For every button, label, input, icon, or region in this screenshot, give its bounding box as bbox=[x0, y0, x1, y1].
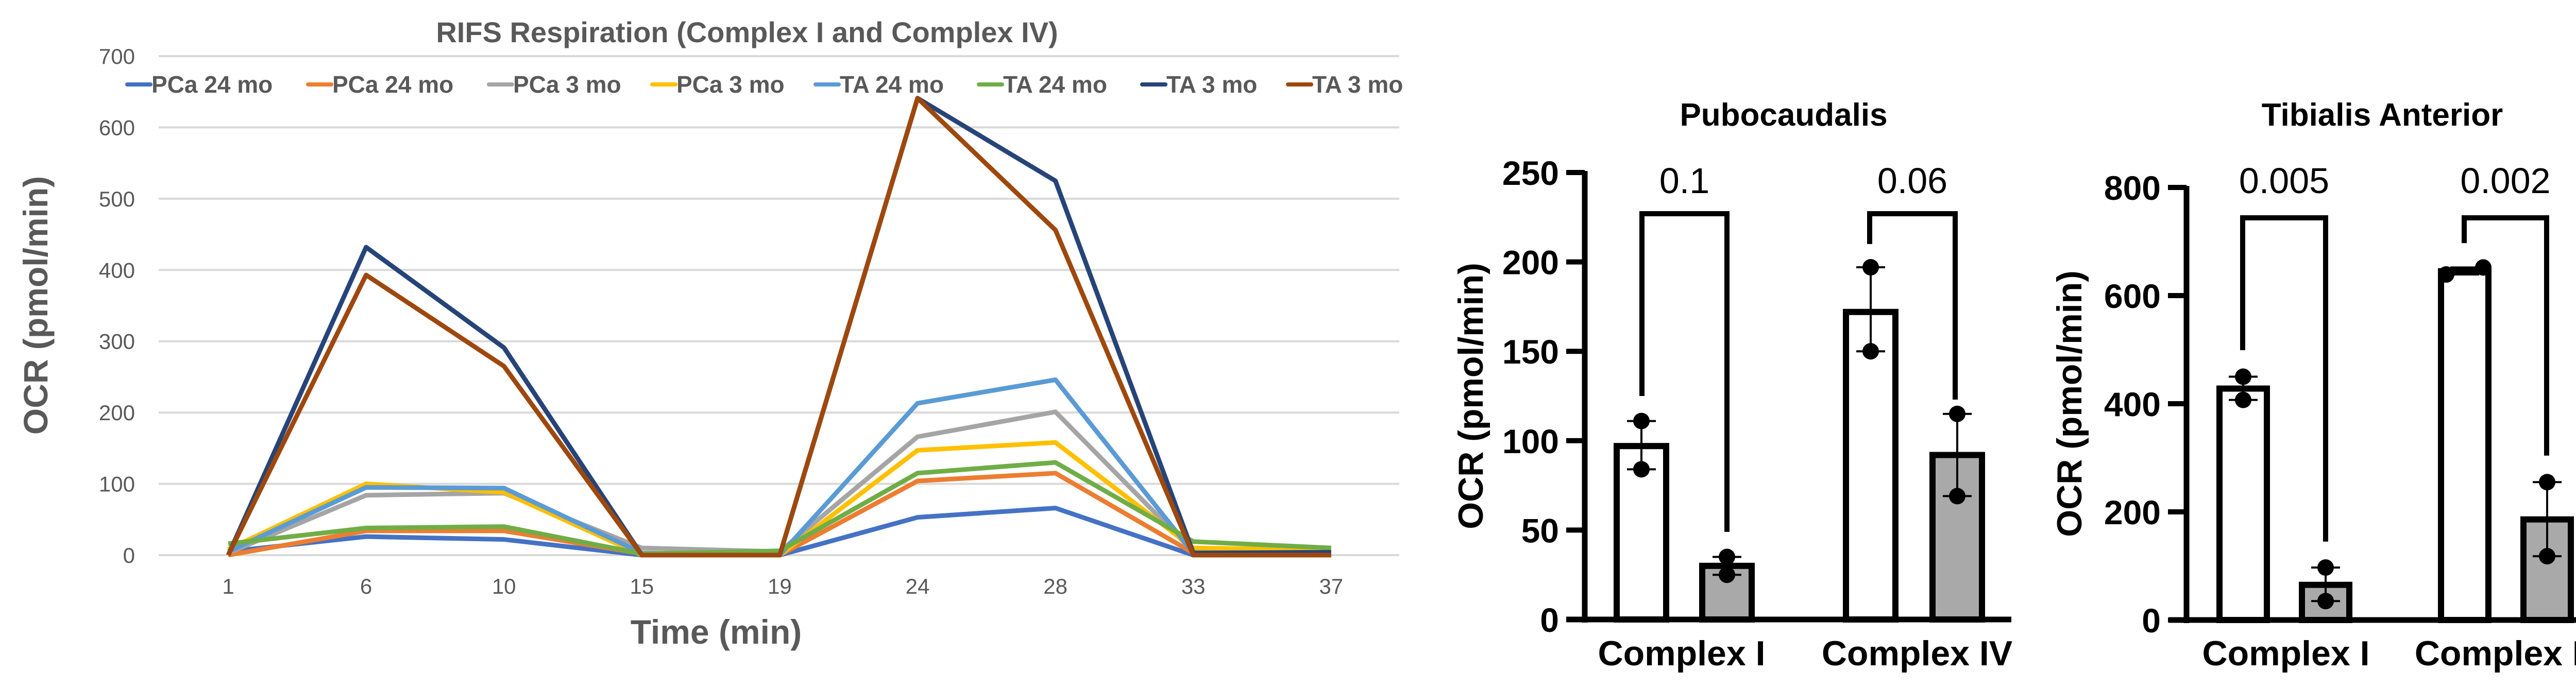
y-tick-label: 50 bbox=[1521, 511, 1559, 549]
legend-label: TA 24 mo bbox=[1003, 71, 1107, 98]
legend-label: TA 24 mo bbox=[840, 71, 944, 98]
data-point bbox=[2235, 368, 2251, 385]
category-label: Complex I bbox=[2202, 634, 2370, 673]
data-point bbox=[2235, 391, 2251, 408]
significance-bracket bbox=[2462, 215, 2549, 456]
legend-label: PCa 24 mo bbox=[332, 71, 453, 98]
y-tick-label: 400 bbox=[2104, 385, 2161, 423]
data-point bbox=[1949, 488, 1965, 505]
x-tick-label: 24 bbox=[906, 574, 930, 598]
y-tick-label: 200 bbox=[2104, 493, 2161, 531]
significance-bracket bbox=[2240, 215, 2328, 542]
legend-label: TA 3 mo bbox=[1312, 71, 1403, 98]
x-tick-label: 19 bbox=[768, 574, 792, 598]
x-tick-label: 10 bbox=[492, 574, 516, 598]
bar-young bbox=[2216, 385, 2270, 623]
legend-label: PCa 3 mo bbox=[513, 71, 621, 98]
category-label: Complex I bbox=[1598, 634, 1766, 673]
y-tick-label: 100 bbox=[99, 472, 135, 496]
line-chart-x-ticks: 1 6 10 15 19 24 28 33 37 bbox=[222, 574, 1343, 598]
x-tick-label: 33 bbox=[1181, 574, 1206, 598]
y-tick-label: 400 bbox=[99, 258, 135, 282]
x-tick-label: 15 bbox=[630, 574, 654, 598]
y-tick-label: 0 bbox=[2142, 601, 2161, 640]
p-value-label: 0.002 bbox=[2460, 161, 2550, 201]
bar-young bbox=[2438, 268, 2492, 623]
data-point bbox=[1719, 548, 1735, 565]
x-tick-label: 28 bbox=[1043, 574, 1067, 598]
y-tick-label: 150 bbox=[1502, 333, 1559, 371]
legend-label: TA 3 mo bbox=[1166, 71, 1257, 98]
significance-bracket bbox=[1639, 211, 1730, 532]
tibialis-anterior-plot: 0 200 400 600 800 Complex I 0.005 Complex IV 0.0… bbox=[2104, 161, 2576, 673]
line-chart-y-axis-label: OCR (pmol/min) bbox=[16, 176, 55, 435]
data-point bbox=[1862, 343, 1879, 360]
data-point bbox=[1719, 566, 1735, 583]
data-point bbox=[2438, 266, 2454, 283]
line-chart-gridlines bbox=[159, 55, 1399, 556]
y-tick-label: 600 bbox=[99, 115, 135, 140]
y-tick-label: 800 bbox=[2104, 169, 2161, 207]
x-tick-label: 1 bbox=[222, 574, 234, 598]
data-point bbox=[2317, 559, 2334, 576]
y-tick-label: 0 bbox=[123, 543, 135, 567]
tibialis-anterior-chart: Tibialis Anterior OCR (pmol/min) 0 200 400… bbox=[2050, 97, 2576, 673]
significance-bracket bbox=[1867, 211, 1958, 400]
category-label: Complex IV bbox=[1822, 634, 2012, 673]
pubocaudalis-plot: 0 50 100 150 200 250 Complex I 0.1 Complex IV 0.0… bbox=[1502, 154, 2012, 673]
y-tick-label: 300 bbox=[99, 330, 135, 354]
data-point bbox=[2317, 593, 2334, 610]
bar-young bbox=[1843, 308, 1899, 623]
y-tick-label: 100 bbox=[1502, 422, 1559, 460]
data-point bbox=[1949, 405, 1965, 422]
p-value-label: 0.005 bbox=[2239, 161, 2329, 201]
data-point bbox=[1633, 461, 1650, 478]
legend-label: PCa 3 mo bbox=[676, 71, 785, 98]
y-tick-label: 250 bbox=[1502, 154, 1559, 192]
data-point bbox=[1633, 412, 1650, 429]
legend-label: PCa 24 mo bbox=[151, 71, 273, 98]
data-point bbox=[2539, 548, 2555, 565]
data-point bbox=[2475, 259, 2492, 276]
line-chart-title: RIFS Respiration (Complex I and Complex … bbox=[436, 16, 1058, 48]
line-chart-x-axis-label: Time (min) bbox=[631, 613, 802, 651]
y-tick-label: 600 bbox=[2104, 277, 2161, 315]
line-chart-series bbox=[226, 96, 1332, 558]
data-point bbox=[2539, 474, 2555, 491]
y-tick-label: 200 bbox=[99, 401, 135, 425]
p-value-label: 0.06 bbox=[1877, 161, 1947, 201]
x-tick-label: 6 bbox=[360, 574, 372, 598]
line-chart: RIFS Respiration (Complex I and Complex … bbox=[16, 16, 1403, 651]
category-label: Complex IV bbox=[2415, 634, 2576, 673]
y-tick-label: 0 bbox=[1540, 601, 1559, 639]
tibialis-anterior-title: Tibialis Anterior bbox=[2262, 97, 2503, 133]
pubocaudalis-title: Pubocaudalis bbox=[1680, 97, 1887, 133]
pubocaudalis-y-axis-label: OCR (pmol/min) bbox=[1451, 263, 1490, 529]
y-tick-label: 500 bbox=[99, 187, 135, 211]
line-chart-legend: PCa 24 mo PCa 24 mo PCa 3 mo PCa 3 mo TA 24 … bbox=[125, 71, 1403, 98]
bar-old bbox=[1699, 562, 1755, 623]
line-chart-y-ticks: 0 100 200 300 400 500 600 700 bbox=[99, 44, 135, 567]
data-point bbox=[1862, 259, 1879, 276]
p-value-label: 0.1 bbox=[1659, 161, 1709, 201]
y-tick-label: 700 bbox=[99, 44, 135, 68]
x-tick-label: 37 bbox=[1319, 574, 1343, 598]
pubocaudalis-chart: Pubocaudalis OCR (pmol/min) 0 50 100 150 200… bbox=[1451, 97, 2012, 673]
tibialis-anterior-y-axis-label: OCR (pmol/min) bbox=[2050, 270, 2089, 537]
y-tick-label: 200 bbox=[1502, 244, 1559, 282]
